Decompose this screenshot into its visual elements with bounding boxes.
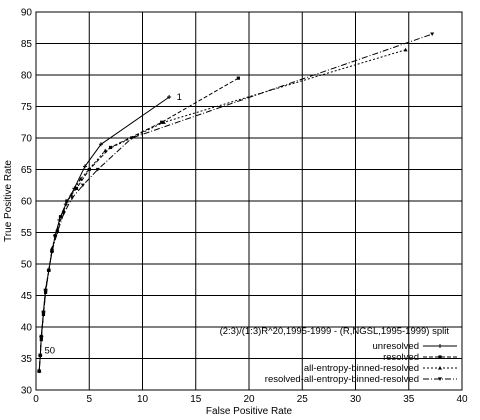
legend-label: unresolved (373, 341, 419, 352)
x-tick-label: 25 (297, 394, 309, 405)
series-resolved (37, 76, 240, 373)
data-point (39, 338, 43, 342)
data-point (98, 142, 103, 147)
data-point (108, 145, 113, 150)
y-tick-label: 90 (21, 8, 33, 19)
data-point (49, 249, 54, 254)
legend-label: all-entropy-binned-resolved (304, 363, 419, 374)
legend: (2:3)/(1:3)R^20,1995-1999 - (R,NGSL,1995… (220, 326, 457, 385)
x-axis-title: False Positive Rate (206, 406, 293, 417)
data-point (87, 167, 91, 172)
y-tick-label: 45 (21, 291, 33, 302)
data-point (438, 377, 442, 381)
data-point (438, 355, 442, 359)
data-point (236, 76, 240, 80)
series-layer (37, 32, 435, 374)
y-tick-label: 30 (21, 386, 33, 397)
legend-label: resolved (383, 352, 419, 363)
annotations: 1 50 (36, 92, 182, 359)
y-axis-title: True Positive Rate (3, 160, 14, 242)
x-tick-label: 30 (350, 394, 362, 405)
y-tick-label: 40 (21, 323, 33, 334)
legend-item: resolved (383, 352, 457, 363)
data-point (61, 212, 66, 216)
x-tick-label: 40 (456, 394, 468, 405)
data-point (438, 366, 442, 370)
data-point (38, 353, 43, 358)
y-tick-label: 35 (21, 354, 33, 365)
data-point (43, 287, 48, 291)
plot-frame (35, 11, 463, 391)
data-point (37, 369, 42, 374)
data-point (103, 148, 108, 153)
data-point (69, 192, 74, 197)
axis-ticks: 0 5 10 15 20 25 30 35 40 30 35 40 45 50 55 60 65 70 75 80 85… (21, 8, 468, 406)
data-point (82, 164, 87, 169)
annotation-label: 1 (177, 92, 182, 103)
data-point (438, 344, 442, 348)
data-point (167, 95, 172, 100)
data-point (129, 136, 134, 140)
series-resolved-all-entropy-binned-resolved (37, 32, 435, 374)
data-point (403, 47, 408, 52)
y-tick-label: 65 (21, 165, 33, 176)
data-point (161, 120, 166, 124)
data-point (58, 215, 63, 219)
x-tick-label: 20 (243, 394, 255, 405)
series-line (38, 33, 433, 372)
x-tick-label: 35 (403, 394, 415, 405)
x-tick-label: 10 (137, 394, 149, 405)
data-point (70, 196, 75, 200)
data-point (43, 290, 48, 295)
y-tick-label: 75 (21, 102, 33, 113)
y-tick-label: 85 (21, 39, 33, 50)
series-all-entropy-binned-resolved (37, 47, 408, 373)
x-tick-label: 0 (33, 394, 39, 405)
legend-item: resolved-all-entropy-binned-resolved (265, 374, 457, 385)
data-point (46, 268, 51, 273)
data-point (65, 199, 69, 203)
legend-item: unresolved (373, 341, 457, 352)
y-tick-label: 80 (21, 71, 33, 82)
y-tick-label: 55 (21, 228, 33, 239)
data-point (55, 230, 60, 235)
data-point (55, 227, 60, 231)
x-tick-label: 5 (86, 394, 92, 405)
data-point (430, 32, 435, 37)
y-tick-label: 70 (21, 134, 33, 145)
data-point (41, 312, 46, 317)
y-tick-label: 60 (21, 197, 33, 208)
data-point (78, 176, 83, 181)
legend-item: all-entropy-binned-resolved (304, 363, 457, 374)
data-point (160, 120, 164, 124)
data-point (74, 186, 79, 190)
legend-title: (2:3)/(1:3)R^20,1995-1999 - (R,NGSL,1995… (220, 326, 450, 337)
series-line (38, 49, 406, 372)
y-tick-label: 50 (21, 260, 33, 271)
legend-label: resolved-all-entropy-binned-resolved (265, 374, 419, 385)
x-tick-label: 15 (190, 394, 202, 405)
data-point (39, 334, 44, 339)
data-point (80, 183, 85, 188)
annotation-label: 50 (45, 345, 56, 356)
data-point (95, 167, 100, 172)
